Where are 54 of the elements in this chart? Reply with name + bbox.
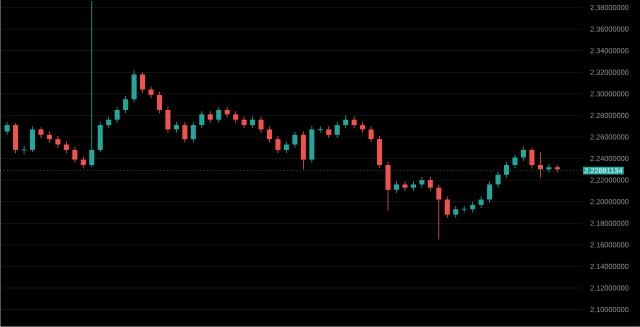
candlestick <box>199 110 204 129</box>
candlestick <box>165 106 170 134</box>
candlestick <box>360 122 366 134</box>
candlestick <box>190 122 196 143</box>
candlestick <box>266 126 272 143</box>
candlestick <box>538 152 543 178</box>
candlestick <box>21 145 27 155</box>
candlestick <box>275 136 281 154</box>
candlestick <box>419 176 424 188</box>
candlestick <box>512 154 518 169</box>
candlestick <box>428 176 433 192</box>
candlestick <box>123 96 128 114</box>
candlestick <box>292 131 298 148</box>
candlestick <box>4 122 10 136</box>
candlestick <box>156 91 162 114</box>
candlestick <box>64 140 69 154</box>
candlestick <box>444 196 450 218</box>
candlestick <box>394 180 400 194</box>
candlestick <box>148 86 154 99</box>
candlestick <box>436 184 442 240</box>
candlestick <box>258 116 264 134</box>
candlestick <box>478 196 484 209</box>
candlestick <box>46 131 52 143</box>
candlestick <box>250 116 256 129</box>
candlestick <box>368 126 374 143</box>
candlestick <box>284 140 289 154</box>
candlestick <box>224 106 230 118</box>
candlestick <box>242 116 247 129</box>
candlestick <box>140 72 146 94</box>
candlestick <box>30 126 36 153</box>
candlestick <box>470 201 476 213</box>
candlestick <box>334 122 340 139</box>
candlestick <box>529 147 534 169</box>
candlestick <box>216 106 222 124</box>
candlestick <box>72 146 78 164</box>
candlestick <box>487 180 492 204</box>
candlestick <box>38 126 44 139</box>
candlestick <box>343 115 348 129</box>
candlestick <box>174 122 179 134</box>
candlestick <box>520 146 526 162</box>
candlestick <box>352 116 357 129</box>
candlestick <box>89 0 94 168</box>
candlestick <box>208 110 213 124</box>
candlestick <box>182 122 188 143</box>
candlestick <box>496 171 501 188</box>
candlestick <box>410 180 416 192</box>
candlestick <box>233 110 238 124</box>
candlestick <box>80 156 86 169</box>
candlestick <box>106 116 112 129</box>
candlestick <box>453 206 458 218</box>
candlestick <box>114 106 120 124</box>
candlestick <box>402 180 408 192</box>
candlestick <box>55 136 60 148</box>
candlestick <box>326 126 332 139</box>
